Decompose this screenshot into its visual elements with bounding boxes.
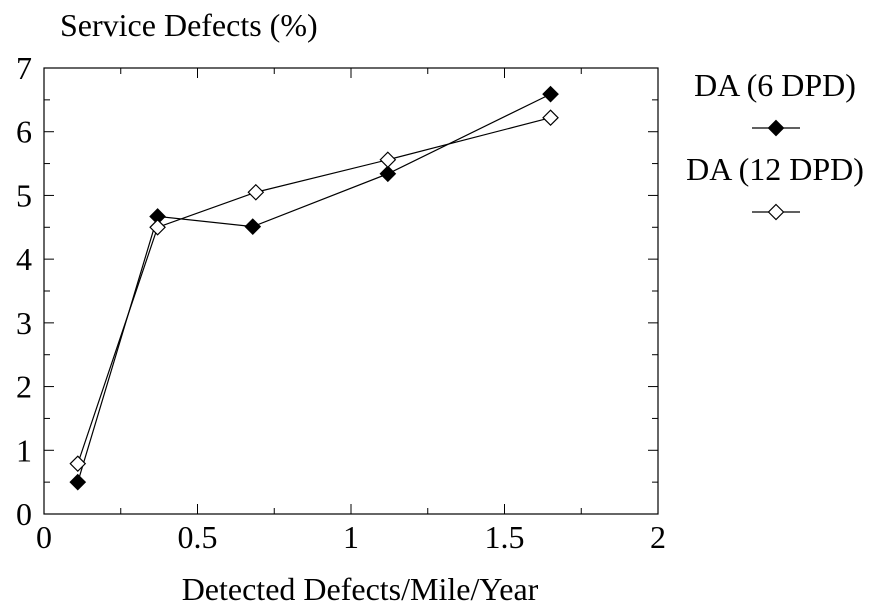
legend-marker xyxy=(767,119,785,137)
x-tick-label: 0.5 xyxy=(178,519,218,555)
y-tick-label: 2 xyxy=(16,369,32,405)
data-point xyxy=(379,151,397,169)
x-tick-label: 1 xyxy=(343,519,359,555)
data-point xyxy=(69,455,87,473)
legend-marker xyxy=(767,203,785,221)
data-point xyxy=(247,183,265,201)
data-point xyxy=(542,85,559,103)
series-2 xyxy=(69,109,559,473)
y-tick-label: 3 xyxy=(16,305,32,341)
y-tick-label: 7 xyxy=(16,50,32,86)
y-tick-label: 0 xyxy=(16,496,32,532)
tick-labels: 0 0.5 1 1.5 2 0 1 2 3 4 5 6 7 xyxy=(16,50,666,555)
y-tick-label: 4 xyxy=(16,241,32,277)
data-point xyxy=(542,109,559,127)
series-1 xyxy=(69,85,559,491)
data-point xyxy=(69,473,87,491)
x-tick-label: 0 xyxy=(36,519,52,555)
chart-title: Service Defects (%) xyxy=(60,7,318,43)
x-tick-label: 2 xyxy=(650,519,666,555)
legend-label: DA (12 DPD) xyxy=(686,151,864,187)
data-point xyxy=(149,218,166,236)
series-layer xyxy=(69,85,559,491)
y-tick-label: 1 xyxy=(16,432,32,468)
y-tick-label: 5 xyxy=(16,177,32,213)
axis-ticks xyxy=(43,67,659,515)
y-tick-label: 6 xyxy=(16,114,32,150)
x-axis-label: Detected Defects/Mile/Year xyxy=(182,571,539,607)
legend-label: DA (6 DPD) xyxy=(694,67,856,103)
series-line xyxy=(77,93,551,483)
data-point xyxy=(244,218,262,235)
series-line xyxy=(77,117,551,464)
data-point xyxy=(379,165,397,183)
x-tick-label: 1.5 xyxy=(485,519,525,555)
legend: DA (6 DPD) DA (12 DPD) xyxy=(686,67,864,221)
